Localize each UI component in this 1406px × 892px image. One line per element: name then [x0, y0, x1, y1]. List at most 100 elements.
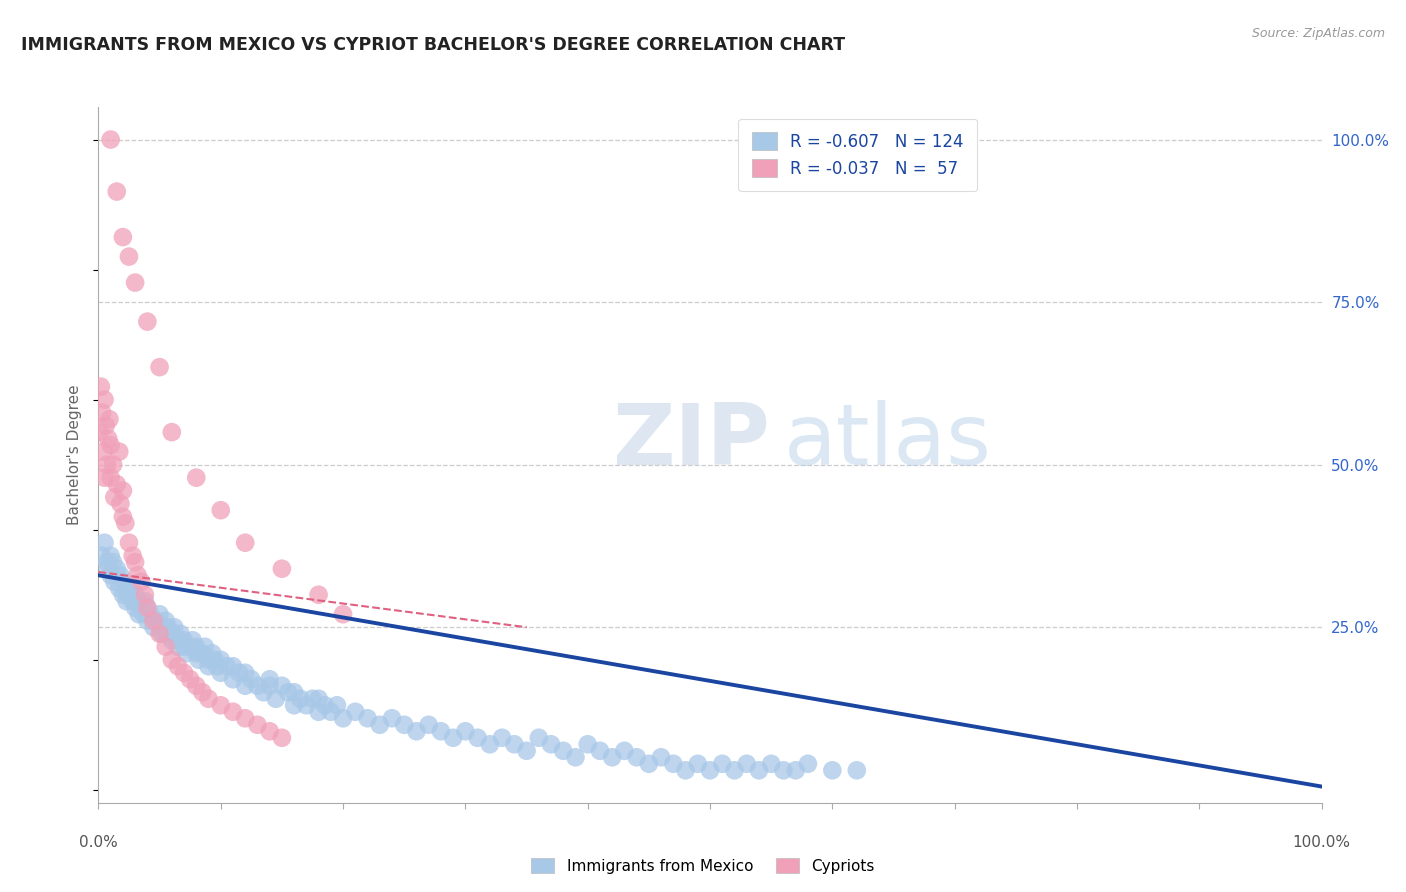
Point: [93, 535, 115, 549]
Point: [91, 549, 114, 563]
Point: [209, 665, 232, 680]
Point: [711, 756, 734, 771]
Point: [735, 756, 758, 771]
Point: [797, 756, 820, 771]
Point: [405, 724, 427, 739]
Point: [134, 594, 156, 608]
Point: [160, 653, 183, 667]
Point: [454, 724, 477, 739]
Point: [149, 620, 172, 634]
Text: Source: ZipAtlas.com: Source: ZipAtlas.com: [1251, 27, 1385, 40]
Y-axis label: Bachelor's Degree: Bachelor's Degree: [67, 384, 83, 525]
Point: [108, 581, 131, 595]
Text: atlas: atlas: [783, 400, 991, 483]
Point: [128, 607, 150, 622]
Point: [197, 691, 219, 706]
Point: [142, 620, 165, 634]
Point: [564, 750, 586, 764]
Point: [93, 392, 115, 407]
Point: [222, 659, 245, 673]
Point: [259, 724, 281, 739]
Point: [100, 568, 122, 582]
Point: [163, 620, 186, 634]
Point: [204, 653, 226, 667]
Point: [110, 497, 132, 511]
Point: [233, 535, 256, 549]
Point: [613, 744, 636, 758]
Point: [600, 750, 623, 764]
Point: [101, 458, 124, 472]
Point: [252, 685, 274, 699]
Point: [205, 659, 228, 673]
Point: [430, 724, 453, 739]
Point: [105, 185, 128, 199]
Point: [246, 718, 269, 732]
Text: 0.0%: 0.0%: [79, 835, 118, 850]
Point: [139, 607, 162, 622]
Point: [540, 737, 562, 751]
Point: [186, 471, 208, 485]
Legend: R = -0.607   N = 124, R = -0.037   N =  57: R = -0.607 N = 124, R = -0.037 N = 57: [738, 119, 977, 191]
Point: [186, 646, 208, 660]
Point: [233, 711, 256, 725]
Point: [197, 653, 219, 667]
Point: [222, 672, 245, 686]
Point: [155, 614, 177, 628]
Point: [118, 535, 141, 549]
Point: [187, 653, 209, 667]
Point: [392, 718, 416, 732]
Point: [100, 438, 122, 452]
Point: [699, 764, 721, 778]
Text: IMMIGRANTS FROM MEXICO VS CYPRIOT BACHELOR'S DEGREE CORRELATION CHART: IMMIGRANTS FROM MEXICO VS CYPRIOT BACHEL…: [21, 36, 845, 54]
Point: [149, 360, 172, 375]
Point: [134, 588, 156, 602]
Point: [101, 555, 124, 569]
Point: [142, 614, 165, 628]
Point: [111, 483, 134, 498]
Point: [173, 665, 195, 680]
Point: [181, 633, 204, 648]
Point: [662, 756, 685, 771]
Point: [136, 600, 159, 615]
Point: [124, 276, 146, 290]
Point: [295, 698, 318, 713]
Point: [124, 588, 146, 602]
Point: [491, 731, 513, 745]
Point: [103, 490, 125, 504]
Point: [100, 471, 122, 485]
Point: [167, 659, 190, 673]
Point: [748, 764, 770, 778]
Point: [467, 731, 489, 745]
Point: [173, 633, 195, 648]
Point: [191, 685, 214, 699]
Point: [418, 718, 440, 732]
Point: [96, 555, 118, 569]
Point: [785, 764, 807, 778]
Point: [93, 471, 115, 485]
Point: [686, 756, 709, 771]
Point: [233, 665, 256, 680]
Point: [118, 250, 141, 264]
Point: [264, 691, 287, 706]
Point: [503, 737, 526, 751]
Point: [626, 750, 648, 764]
Point: [150, 626, 173, 640]
Point: [650, 750, 672, 764]
Point: [167, 640, 190, 654]
Point: [191, 646, 214, 660]
Point: [111, 574, 134, 589]
Point: [91, 406, 114, 420]
Point: [201, 646, 224, 660]
Point: [308, 691, 330, 706]
Point: [270, 731, 294, 745]
Point: [179, 672, 201, 686]
Point: [368, 718, 391, 732]
Point: [115, 594, 138, 608]
Point: [136, 315, 159, 329]
Point: [160, 633, 183, 648]
Point: [97, 562, 120, 576]
Point: [222, 705, 245, 719]
Point: [270, 562, 294, 576]
Point: [638, 756, 661, 771]
Point: [283, 698, 305, 713]
